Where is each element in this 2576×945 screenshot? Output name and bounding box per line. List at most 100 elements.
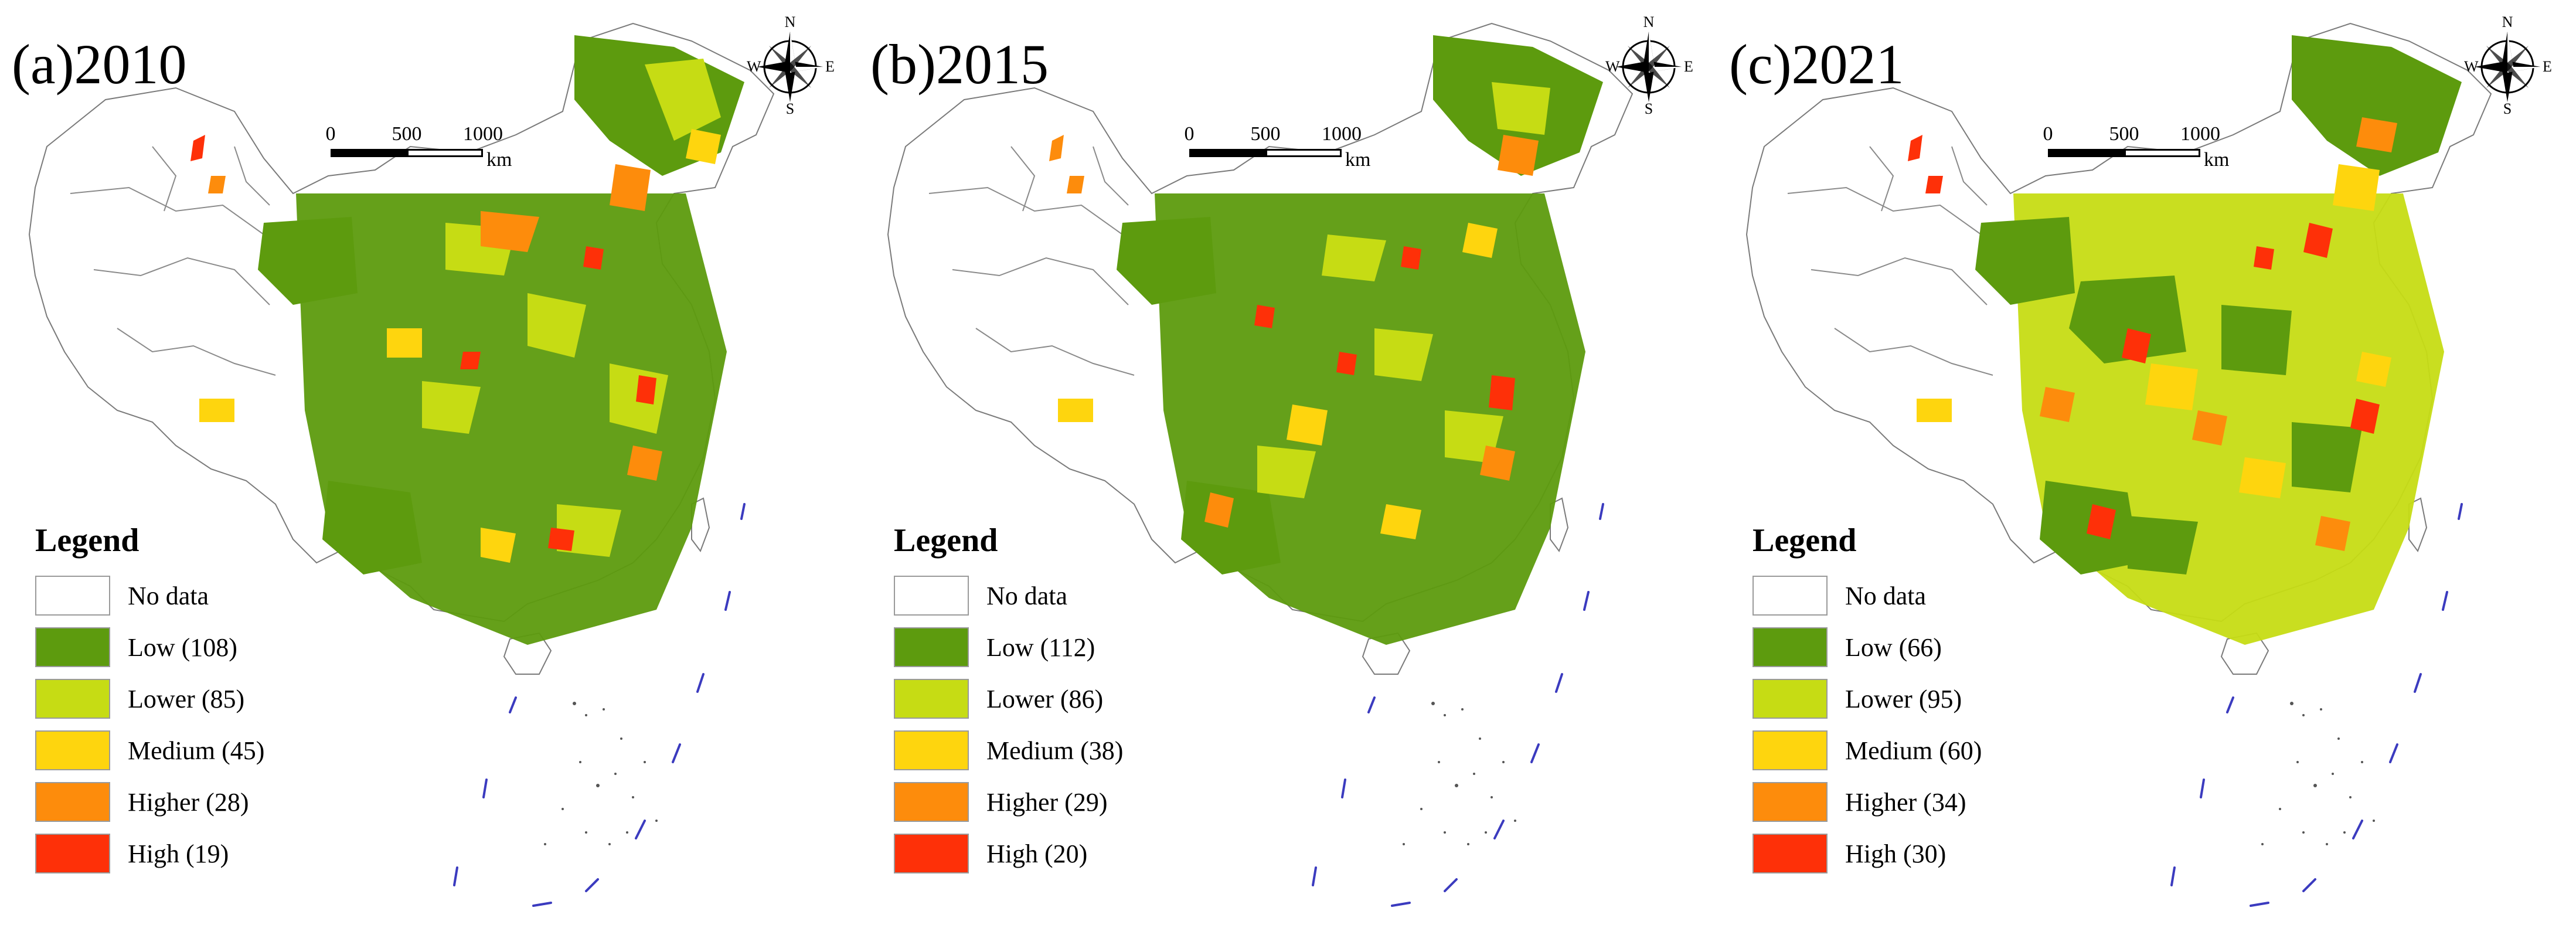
legend-item-medium: Medium (60) [1753, 725, 1982, 776]
scale-tick-0: 0 [325, 123, 336, 145]
legend-item-no-data: No data [894, 570, 1123, 621]
china-map-2010 [28, 22, 775, 907]
scale-bar: 0 500 1000 km [2043, 123, 2233, 176]
legend-swatch [1753, 576, 1828, 616]
scale-tick-500: 500 [2109, 123, 2139, 145]
legend-label: Low (66) [1845, 633, 1942, 662]
compass-e: E [1684, 58, 1693, 75]
legend-item-lower: Lower (85) [35, 673, 264, 725]
compass-s: S [2503, 100, 2512, 116]
legend-label: Medium (38) [986, 736, 1124, 765]
legend-title: Legend [1753, 522, 1857, 559]
legend-item-high: High (19) [35, 828, 264, 879]
legend-title: Legend [35, 522, 139, 559]
legend: Legend No data Low (108) Lower (85) Medi… [35, 522, 264, 879]
legend-swatch [894, 834, 969, 873]
scale-bar-black [2048, 149, 2124, 157]
legend-item-lower: Lower (86) [894, 673, 1123, 725]
legend-label: Low (108) [128, 633, 237, 662]
compass-e: E [2543, 58, 2552, 75]
legend-item-no-data: No data [35, 570, 264, 621]
scale-unit: km [2204, 149, 2230, 171]
legend-swatch [1753, 679, 1828, 719]
legend-item-low: Low (108) [35, 621, 264, 673]
scale-tick-500: 500 [392, 123, 422, 145]
compass-s: S [1645, 100, 1653, 116]
legend: Legend No data Low (66) Lower (95) Mediu… [1753, 522, 1982, 879]
scale-tick-1000: 1000 [1322, 123, 1362, 145]
scale-bar-white [2124, 149, 2200, 157]
legend-label: High (30) [1845, 839, 1947, 868]
legend-swatch [1753, 627, 1828, 667]
scale-tick-1000: 1000 [463, 123, 503, 145]
scale-bar-black [1189, 149, 1265, 157]
legend-swatch [1753, 782, 1828, 822]
compass-n: N [2502, 13, 2513, 30]
legend-label: Low (112) [986, 633, 1095, 662]
legend-swatch [35, 679, 110, 719]
legend-label: Lower (85) [128, 684, 245, 713]
scale-unit: km [486, 149, 512, 171]
compass-rose-icon: N S W E [747, 13, 835, 116]
legend-label: Higher (28) [128, 787, 249, 817]
scale-bar: 0 500 1000 km [325, 123, 516, 176]
panel-title: (c)2021 [1729, 33, 1904, 96]
legend-swatch [35, 627, 110, 667]
scale-bar-black [331, 149, 407, 157]
legend-swatch [894, 730, 969, 770]
legend: Legend No data Low (112) Lower (86) Medi… [894, 522, 1123, 879]
fill-layer-2010 [190, 35, 744, 645]
legend-label: No data [1845, 581, 1927, 610]
map-panel-2015: (b)2015 0 500 1000 km N S W E Legend No … [859, 0, 1717, 945]
scale-tick-500: 500 [1250, 123, 1281, 145]
legend-swatch [35, 576, 110, 616]
compass-rose-icon: N S W E [2464, 13, 2552, 116]
legend-swatch [894, 679, 969, 719]
panel-title: (a)2010 [12, 33, 187, 96]
scale-unit: km [1345, 149, 1371, 171]
china-map-2021 [1745, 22, 2492, 907]
legend-swatch [894, 782, 969, 822]
scale-tick-1000: 1000 [2180, 123, 2220, 145]
scale-tick-0: 0 [2043, 123, 2053, 145]
scale-bar: 0 500 1000 km [1184, 123, 1374, 176]
map-panel-2021: (c)2021 0 500 1000 km N S W E Legend No … [1717, 0, 2576, 945]
compass-n: N [785, 13, 796, 30]
legend-label: Higher (34) [1845, 787, 1966, 817]
legend-swatch [35, 782, 110, 822]
legend-swatch [894, 576, 969, 616]
legend-label: Medium (45) [128, 736, 265, 765]
map-panel-2010: (a)2010 0 500 1000 km N S W E Legend No … [0, 0, 859, 945]
legend-item-higher: Higher (29) [894, 776, 1123, 828]
legend-label: Lower (95) [1845, 684, 1962, 713]
compass-s: S [786, 100, 794, 116]
legend-swatch [35, 834, 110, 873]
legend-label: High (20) [986, 839, 1088, 868]
legend-swatch [894, 627, 969, 667]
legend-item-low: Low (66) [1753, 621, 1982, 673]
china-map-2015 [887, 22, 1634, 907]
legend-label: High (19) [128, 839, 229, 868]
legend-swatch [1753, 730, 1828, 770]
legend-item-higher: Higher (28) [35, 776, 264, 828]
legend-label: Lower (86) [986, 684, 1104, 713]
legend-swatch [1753, 834, 1828, 873]
legend-item-no-data: No data [1753, 570, 1982, 621]
legend-item-low: Low (112) [894, 621, 1123, 673]
legend-item-high: High (20) [894, 828, 1123, 879]
legend-label: Higher (29) [986, 787, 1108, 817]
legend-item-high: High (30) [1753, 828, 1982, 879]
legend-item-medium: Medium (45) [35, 725, 264, 776]
legend-item-lower: Lower (95) [1753, 673, 1982, 725]
fill-layer-2015 [1049, 35, 1603, 645]
legend-label: No data [128, 581, 209, 610]
legend-swatch [35, 730, 110, 770]
legend-title: Legend [894, 522, 998, 559]
compass-e: E [825, 58, 835, 75]
scale-tick-0: 0 [1184, 123, 1195, 145]
scale-bar-white [407, 149, 483, 157]
compass-n: N [1643, 13, 1655, 30]
scale-bar-white [1265, 149, 1342, 157]
legend-item-medium: Medium (38) [894, 725, 1123, 776]
legend-label: Medium (60) [1845, 736, 1982, 765]
